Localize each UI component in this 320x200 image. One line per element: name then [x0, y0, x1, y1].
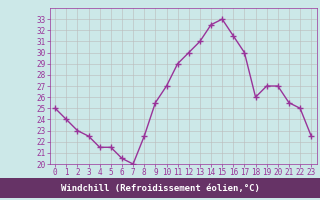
Text: Windchill (Refroidissement éolien,°C): Windchill (Refroidissement éolien,°C) [60, 184, 260, 192]
